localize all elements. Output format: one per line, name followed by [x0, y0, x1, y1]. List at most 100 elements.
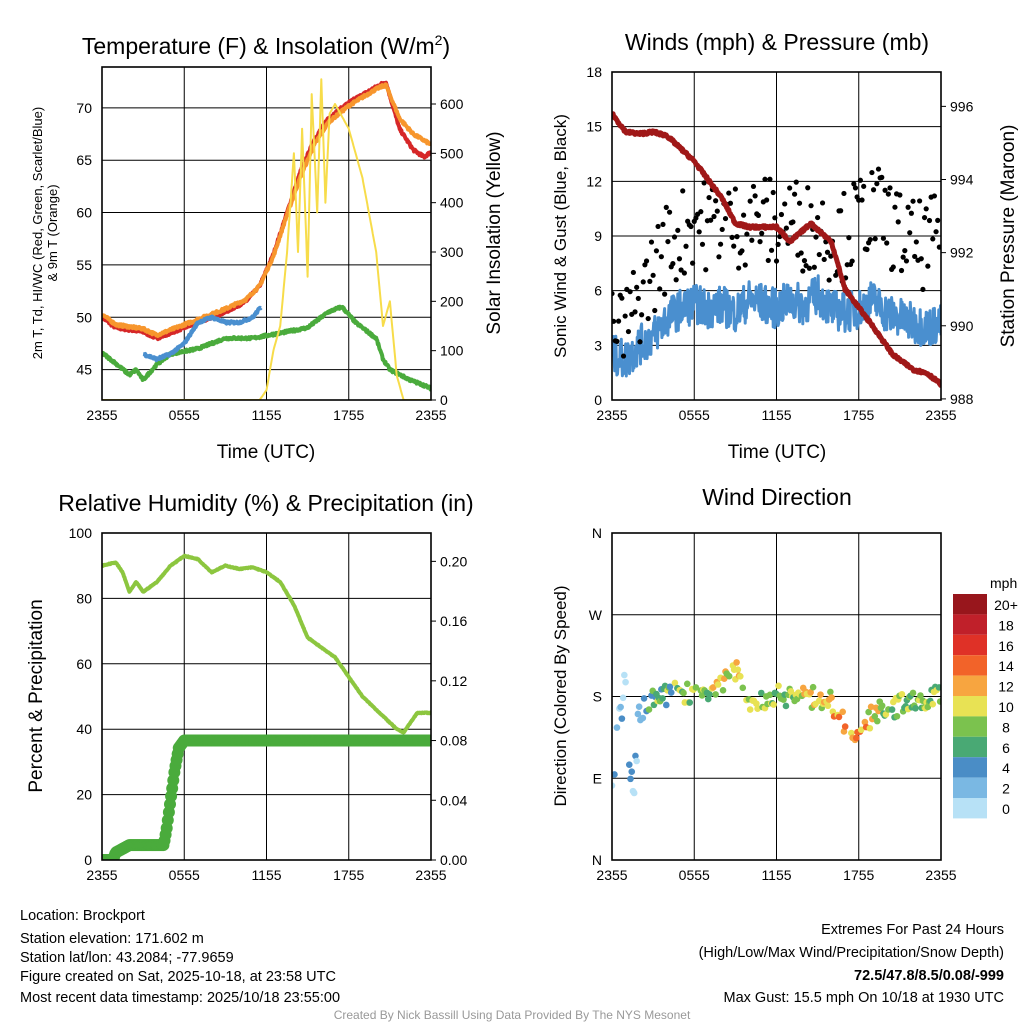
footer: Location: Brockport Station elevation: 1…	[20, 908, 1004, 1022]
gust-point	[800, 268, 806, 274]
gust-point	[657, 286, 663, 292]
gust-point	[767, 176, 773, 182]
direction-point	[734, 666, 742, 673]
y-tick-label: 60	[76, 205, 92, 221]
direction-point	[619, 694, 627, 702]
gust-point	[722, 215, 729, 222]
direction-point	[733, 659, 740, 666]
gust-point	[778, 211, 785, 218]
direction-point	[935, 684, 941, 691]
y2-tick-label: 0.08	[440, 733, 467, 749]
gust-point	[660, 221, 666, 228]
legend-swatch	[953, 736, 987, 758]
gust-point	[683, 243, 689, 249]
direction-point	[667, 689, 675, 696]
gust-point	[824, 249, 831, 255]
extremes-subtitle: (High/Low/Max Wind/Precipitation/Snow De…	[699, 945, 1004, 961]
x-tick-label: 1155	[761, 407, 791, 423]
plot-frame	[101, 66, 432, 401]
gust-point	[752, 193, 758, 199]
legend-swatch	[953, 696, 987, 717]
gust-point	[701, 180, 707, 186]
y-tick-label: 0	[84, 852, 92, 868]
x-tick-label: 1755	[333, 407, 364, 423]
legend-swatch	[953, 675, 987, 696]
direction-point	[809, 683, 817, 691]
y-tick-label: 15	[586, 119, 602, 135]
gust-point	[912, 253, 918, 260]
direction-point	[720, 675, 728, 683]
gust-point	[713, 198, 719, 204]
legend-swatch	[953, 777, 987, 798]
gust-point	[614, 338, 620, 344]
y2-tick-label: 992	[950, 245, 974, 261]
gust-point	[791, 191, 798, 197]
gust-point	[620, 353, 627, 359]
y2-tick-label: 0.04	[440, 792, 467, 808]
gust-point	[759, 230, 765, 236]
x-tick-label: 1155	[251, 867, 281, 883]
y-tick-label: 80	[76, 590, 92, 606]
gust-point	[622, 313, 628, 319]
gust-point	[936, 244, 941, 250]
direction-point	[709, 684, 717, 691]
gust-point	[676, 256, 683, 262]
gust-point	[892, 204, 898, 210]
series-td	[102, 304, 431, 392]
gust-point	[750, 183, 757, 190]
y-tick-label: 50	[76, 309, 92, 325]
max-gust: Max Gust: 15.5 mph On 10/18 at 1930 UTC	[724, 990, 1004, 1006]
direction-point	[828, 694, 835, 701]
gust-point	[880, 235, 887, 241]
direction-point	[698, 692, 706, 699]
gust-point	[798, 250, 804, 256]
chart1-y2label: Solar Insolation (Yellow)	[484, 131, 505, 334]
chart2-title: Winds (mph) & Pressure (mb)	[625, 29, 929, 55]
plot-area	[102, 78, 431, 400]
direction-point	[617, 703, 624, 711]
direction-point	[633, 757, 640, 765]
plot-area	[612, 659, 941, 797]
x-tick-label: 1755	[843, 867, 874, 883]
direction-point	[618, 715, 626, 722]
direction-point	[686, 699, 694, 706]
gust-point	[643, 258, 650, 264]
direction-point	[827, 688, 834, 696]
direction-point	[835, 713, 843, 721]
gust-point	[630, 269, 636, 276]
plot-frame	[101, 532, 432, 861]
gust-point	[727, 200, 734, 206]
direction-point	[924, 703, 932, 711]
y-tick-label: N	[592, 852, 602, 868]
gust-point	[867, 236, 873, 243]
gust-point	[864, 246, 870, 253]
legend-label: 2	[1002, 781, 1010, 797]
gust-point	[918, 256, 924, 262]
gust-point	[875, 166, 882, 172]
direction-point	[917, 692, 924, 699]
direction-point	[817, 691, 824, 698]
gust-point	[764, 197, 770, 203]
gust-point	[612, 318, 617, 324]
y2-tick-label: 0.00	[440, 852, 467, 868]
x-tick-label: 0555	[169, 407, 200, 423]
legend-swatch	[953, 594, 987, 615]
direction-point	[878, 702, 886, 710]
legend-swatch	[953, 614, 987, 635]
gust-point	[765, 257, 771, 264]
gust-point	[714, 208, 720, 214]
gust-point	[852, 185, 859, 191]
x-tick-label: 2355	[925, 867, 956, 883]
direction-point	[936, 698, 941, 705]
gust-point	[717, 241, 724, 247]
gust-point	[655, 223, 661, 230]
x-tick-label: 2355	[86, 407, 117, 423]
direction-point	[714, 681, 722, 688]
plot-area	[102, 553, 431, 860]
direction-point	[645, 706, 653, 713]
direction-point	[692, 684, 700, 691]
chart2-y2label: Station Pressure (Maroon)	[998, 125, 1019, 348]
gust-point	[828, 253, 834, 259]
gust-point	[625, 328, 632, 335]
y2-tick-label: 100	[440, 343, 464, 359]
